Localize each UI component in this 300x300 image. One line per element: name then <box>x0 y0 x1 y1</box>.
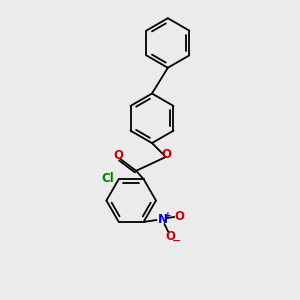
Text: +: + <box>164 211 171 220</box>
Text: O: O <box>162 148 172 161</box>
Text: N: N <box>158 214 167 226</box>
Text: O: O <box>113 149 123 162</box>
Text: −: − <box>172 236 181 246</box>
Text: O: O <box>174 209 184 223</box>
Text: Cl: Cl <box>101 172 114 184</box>
Text: O: O <box>165 230 175 243</box>
